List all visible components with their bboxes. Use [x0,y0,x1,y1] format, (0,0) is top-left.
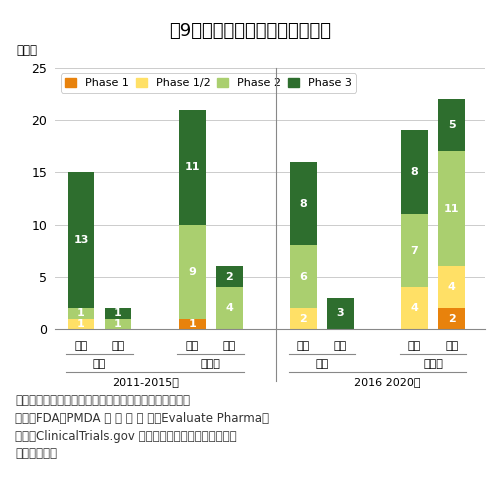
Text: ClinicalTrials.gov をもとに医薬産業政策研究所に: ClinicalTrials.gov をもとに医薬産業政策研究所に [15,430,236,443]
Text: 6: 6 [300,272,308,282]
Text: 承認: 承認 [93,359,106,369]
Text: 8: 8 [300,198,307,209]
Text: 4: 4 [410,303,418,313]
Text: 未承認: 未承認 [423,359,443,369]
Text: 2: 2 [226,272,233,282]
Text: 新興: 新興 [334,341,347,351]
Text: 13: 13 [74,235,88,245]
Text: 注：ピボタル試験が複数ある場合、後期相の試験を集計: 注：ピボタル試験が複数ある場合、後期相の試験を集計 [15,394,190,408]
Bar [438,266,465,308]
Text: 2: 2 [448,314,456,324]
Text: 新興: 新興 [222,341,236,351]
Bar [179,318,206,329]
Bar [216,287,242,329]
Text: 4: 4 [226,303,233,313]
Bar [68,308,94,318]
Text: 品目数: 品目数 [16,45,38,57]
Text: 2016 2020年: 2016 2020年 [354,377,420,387]
Text: 製薬: 製薬 [186,341,199,351]
Bar [104,308,132,318]
Text: 承認: 承認 [316,359,328,369]
Bar [290,308,316,329]
Text: 製薬: 製薬 [408,341,421,351]
Legend: Phase 1, Phase 1/2, Phase 2, Phase 3: Phase 1, Phase 1/2, Phase 2, Phase 3 [60,73,356,92]
Text: 8: 8 [410,167,418,177]
Bar [290,162,316,245]
Text: 9: 9 [188,267,196,277]
Bar [68,172,94,308]
Bar [438,151,465,266]
Text: 新興: 新興 [112,341,124,351]
Bar [216,266,242,287]
Bar [401,131,428,214]
Text: 1: 1 [114,319,122,329]
Text: 出所：FDA、PMDA の 公 開 情 報、Evaluate Pharma、: 出所：FDA、PMDA の 公 開 情 報、Evaluate Pharma、 [15,412,269,425]
Text: 未承認: 未承認 [201,359,220,369]
Text: 製薬: 製薬 [296,341,310,351]
Text: 4: 4 [448,282,456,292]
Text: 7: 7 [410,246,418,256]
Bar [438,99,465,151]
Bar [179,109,206,225]
Bar [401,214,428,287]
Bar [104,318,132,329]
Text: 11: 11 [184,162,200,172]
Text: 図9　企業分類別ピボタル試験相: 図9 企業分類別ピボタル試験相 [169,22,331,40]
Text: て作成: て作成 [15,447,57,460]
Bar [290,245,316,308]
Text: 2011-2015年: 2011-2015年 [112,377,180,387]
Text: 2: 2 [300,314,307,324]
Bar [438,308,465,329]
Text: 11: 11 [444,204,460,214]
Text: 5: 5 [448,120,456,130]
Bar [179,225,206,318]
Text: 製薬: 製薬 [74,341,88,351]
Text: 3: 3 [336,308,344,318]
Text: 1: 1 [114,308,122,318]
Bar [401,287,428,329]
Text: 1: 1 [77,308,85,318]
Text: 新興: 新興 [445,341,458,351]
Bar [68,318,94,329]
Text: 1: 1 [188,319,196,329]
Bar [327,298,354,329]
Text: 1: 1 [77,319,85,329]
